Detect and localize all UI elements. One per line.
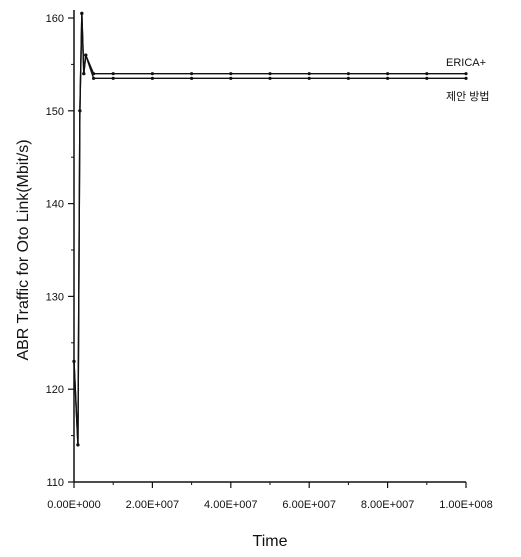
data-point — [229, 76, 233, 80]
tick-marks — [68, 17, 467, 488]
data-point — [268, 72, 272, 76]
data-point — [464, 76, 468, 80]
x-tick-label: 1.00E+008 — [439, 499, 493, 511]
data-point — [307, 76, 311, 80]
legend-label-1: ERICA+ — [446, 57, 486, 69]
data-point — [190, 72, 194, 76]
data-point — [464, 72, 468, 76]
y-axis-title: ABR Traffic for Oto Link(Mbit/s) — [15, 139, 32, 360]
y-tick-label: 140 — [46, 199, 64, 211]
data-point — [111, 76, 115, 80]
legend: ERICA+ 제안 방법 — [446, 57, 490, 103]
x-tick-label: 8.00E+007 — [361, 499, 415, 511]
x-tick-label: 2.00E+007 — [126, 499, 180, 511]
data-point — [268, 76, 272, 80]
data-point — [346, 76, 350, 80]
series-2 — [72, 11, 468, 447]
data-point — [386, 76, 390, 80]
y-tick-label: 110 — [46, 477, 64, 489]
data-point — [229, 72, 233, 76]
data-point — [82, 72, 86, 76]
data-point — [84, 53, 88, 57]
data-point — [76, 443, 80, 447]
data-point — [307, 72, 311, 76]
x-tick-label: 0.00E+000 — [47, 499, 101, 511]
y-tick-labels: 110 120 130 140 150 160 — [46, 13, 64, 489]
data-point — [425, 76, 429, 80]
x-tick-labels: 0.00E+000 2.00E+007 4.00E+007 6.00E+007 8.00… — [47, 499, 493, 511]
data-point — [346, 72, 350, 76]
data-point — [150, 72, 154, 76]
data-point — [111, 72, 115, 76]
y-tick-label: 160 — [46, 13, 64, 25]
legend-label-2: 제안 방법 — [446, 90, 490, 103]
plot-area — [72, 11, 468, 447]
y-tick-label: 120 — [46, 384, 64, 396]
data-point — [386, 72, 390, 76]
data-point — [190, 76, 194, 80]
x-tick-label: 6.00E+007 — [282, 499, 336, 511]
data-point — [425, 72, 429, 76]
data-point — [78, 109, 82, 113]
data-point — [80, 11, 84, 15]
y-tick-label: 150 — [46, 106, 64, 118]
y-tick-label: 130 — [46, 291, 64, 303]
x-axis-title: Time — [253, 533, 288, 550]
data-point — [92, 76, 96, 80]
axes — [73, 10, 466, 483]
x-tick-label: 4.00E+007 — [204, 499, 258, 511]
data-point — [150, 76, 154, 80]
